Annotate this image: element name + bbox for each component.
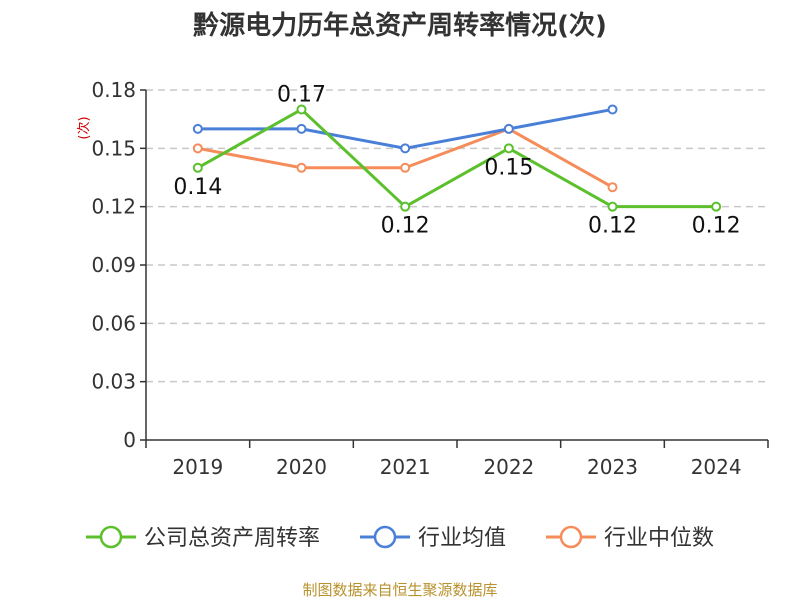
x-tick-label: 2020 xyxy=(276,455,327,479)
x-tick-label: 2022 xyxy=(483,455,534,479)
y-tick-label: 0.06 xyxy=(91,311,136,335)
y-tick-label: 0.15 xyxy=(91,136,136,160)
series-layer xyxy=(192,104,722,212)
legend-marker xyxy=(99,525,123,549)
legend-label: 公司总资产周转率 xyxy=(144,526,320,551)
axes: 0 0.03 0.06 0.09 0.12 0.15 0.18 2019 2020 2021 202… xyxy=(91,78,769,479)
data-labels: 0.14 0.17 0.12 0.15 0.12 0.12 xyxy=(173,82,740,238)
data-point xyxy=(296,104,307,115)
data-point xyxy=(400,162,411,173)
legend-marker xyxy=(373,525,397,549)
data-label: 0.12 xyxy=(692,214,741,239)
y-axis-label: (次) xyxy=(76,116,92,139)
series-line xyxy=(197,107,717,209)
data-label: 0.14 xyxy=(173,175,222,200)
legend-label: 行业中位数 xyxy=(604,526,714,551)
data-point xyxy=(711,201,722,212)
x-tick-label: 2024 xyxy=(691,455,742,479)
data-point xyxy=(400,201,411,212)
data-point xyxy=(400,143,411,154)
data-point xyxy=(192,123,203,134)
series-line xyxy=(197,107,613,150)
data-point xyxy=(607,201,618,212)
chart-title: 黔源电力历年总资产周转率情况(次) xyxy=(193,10,607,41)
data-label: 0.15 xyxy=(484,155,533,180)
y-tick-label: 0 xyxy=(123,428,136,452)
grid-lines xyxy=(146,89,768,383)
data-point xyxy=(503,123,514,134)
data-point xyxy=(607,104,618,115)
source-note: 制图数据来自恒生聚源数据库 xyxy=(302,581,497,599)
data-point xyxy=(296,123,307,134)
legend: 公司总资产周转率 行业均值 行业中位数 xyxy=(86,525,714,551)
data-point xyxy=(503,143,514,154)
y-tick-label: 0.03 xyxy=(91,370,136,394)
x-tick-label: 2019 xyxy=(172,455,223,479)
y-tick-label: 0.09 xyxy=(91,253,136,277)
data-point xyxy=(192,143,203,154)
data-point xyxy=(607,182,618,193)
y-tick-label: 0.18 xyxy=(91,78,136,102)
data-label: 0.12 xyxy=(381,214,430,239)
data-label: 0.17 xyxy=(277,82,326,107)
legend-label: 行业均值 xyxy=(418,526,506,551)
data-label: 0.12 xyxy=(588,214,637,239)
series-line xyxy=(197,127,614,189)
x-tick-label: 2023 xyxy=(587,455,638,479)
data-point xyxy=(296,162,307,173)
data-point xyxy=(192,162,203,173)
x-tick-label: 2021 xyxy=(380,455,431,479)
legend-marker xyxy=(559,525,583,549)
y-tick-label: 0.12 xyxy=(91,195,136,219)
